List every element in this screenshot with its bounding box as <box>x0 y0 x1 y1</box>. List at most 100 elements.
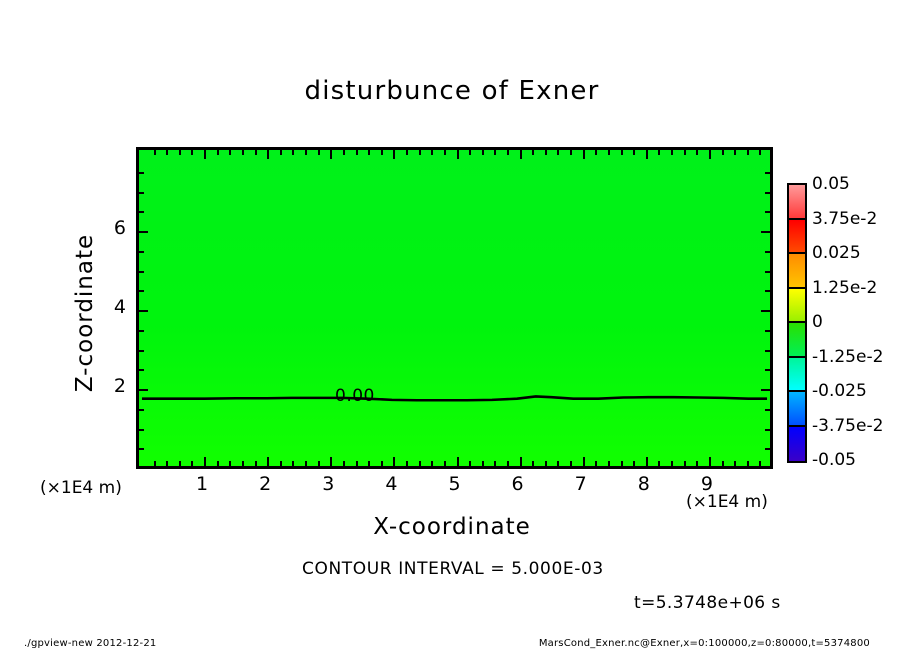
x-tick <box>380 461 383 466</box>
x-tick-top <box>759 150 762 155</box>
x-tick <box>443 461 446 466</box>
colorbar-tick-label: -0.025 <box>812 381 867 401</box>
x-tick <box>544 461 547 466</box>
x-tick <box>683 461 686 466</box>
y-tick <box>139 329 144 332</box>
x-tick-top <box>582 150 585 159</box>
x-tick-top <box>229 150 232 155</box>
colorbar-tick-label: 1.25e-2 <box>812 277 878 298</box>
x-tick <box>746 461 749 466</box>
x-units-label: (×1E4 m) <box>686 492 768 512</box>
y-tick <box>139 211 144 214</box>
y-axis-title: Z-coordinate <box>72 233 98 393</box>
x-tick-top <box>633 150 636 155</box>
x-tick <box>532 461 535 466</box>
x-tick-top <box>216 150 219 155</box>
colorbar-tick-label: 0 <box>812 312 823 332</box>
x-tick <box>178 461 181 466</box>
colorbar-band <box>789 219 805 254</box>
x-tick-top <box>456 150 459 159</box>
y-tick-right <box>761 389 770 391</box>
x-tick-top <box>506 150 509 155</box>
x-tick-top <box>330 150 333 159</box>
x-tick-label: 9 <box>700 473 713 495</box>
y-tick-right <box>765 211 770 214</box>
x-tick <box>418 461 421 466</box>
x-tick-top <box>380 150 383 155</box>
x-tick <box>469 461 472 466</box>
x-tick-top <box>393 150 396 159</box>
x-tick-label: 7 <box>574 473 587 495</box>
x-tick-top <box>178 150 181 155</box>
contour-label: 0.00 <box>335 386 375 406</box>
colorbar-tick-label: -1.25e-2 <box>812 346 884 367</box>
y-tick-right <box>765 191 770 194</box>
x-tick-top <box>595 150 598 155</box>
x-tick <box>645 457 648 466</box>
y-tick <box>139 310 148 312</box>
x-tick-top <box>721 150 724 155</box>
x-tick-top <box>431 150 434 155</box>
x-tick <box>406 461 409 466</box>
x-tick-top <box>443 150 446 155</box>
colorbar-band <box>789 323 805 358</box>
y-tick-right <box>765 349 770 352</box>
x-tick-top <box>519 150 522 159</box>
x-tick <box>658 461 661 466</box>
x-tick <box>241 461 244 466</box>
x-tick-top <box>418 150 421 155</box>
colorbar-tick-label: -0.05 <box>812 450 856 470</box>
x-tick-top <box>342 150 345 155</box>
y-tick-right <box>765 408 770 411</box>
x-tick <box>759 461 762 466</box>
x-tick-label: 3 <box>322 473 335 495</box>
contour-line-0 <box>141 395 768 402</box>
colorbar-band <box>789 288 805 323</box>
x-tick <box>305 461 308 466</box>
y-tick <box>139 448 144 451</box>
x-tick-top <box>645 150 648 159</box>
x-tick-top <box>570 150 573 155</box>
x-tick-top <box>532 150 535 155</box>
x-tick-top <box>406 150 409 155</box>
x-tick-top <box>708 150 711 159</box>
x-tick-top <box>191 150 194 155</box>
x-tick-label: 5 <box>448 473 461 495</box>
x-tick-label: 4 <box>385 473 398 495</box>
x-tick <box>393 457 396 466</box>
x-tick <box>191 461 194 466</box>
field-fill <box>139 150 770 466</box>
y-tick-right <box>765 270 770 273</box>
y-tick-right <box>765 369 770 372</box>
colorbar-band <box>789 357 805 392</box>
x-tick-top <box>658 150 661 155</box>
footer-source: MarsCond_Exner.nc@Exner,x=0:100000,z=0:8… <box>538 638 870 649</box>
x-tick <box>166 461 169 466</box>
x-tick-top <box>469 150 472 155</box>
x-tick <box>204 457 207 466</box>
x-tick-top <box>368 150 371 155</box>
x-tick <box>342 461 345 466</box>
x-tick-top <box>620 150 623 155</box>
y-tick-right <box>765 329 770 332</box>
y-tick <box>139 250 144 253</box>
x-tick-top <box>544 150 547 155</box>
y-tick <box>139 270 144 273</box>
y-tick-right <box>765 290 770 293</box>
footer-command: ./gpview-new 2012-12-21 <box>24 638 157 649</box>
x-tick <box>494 461 497 466</box>
y-tick <box>139 408 144 411</box>
y-tick <box>139 171 144 174</box>
y-tick-label: 2 <box>113 375 126 397</box>
y-tick <box>139 290 144 293</box>
x-axis-title: X-coordinate <box>373 514 531 540</box>
x-tick-top <box>494 150 497 155</box>
x-tick-top <box>557 150 560 155</box>
x-tick <box>431 461 434 466</box>
x-tick <box>456 457 459 466</box>
x-tick <box>633 461 636 466</box>
y-tick-right <box>761 310 770 312</box>
x-tick-top <box>317 150 320 155</box>
y-tick <box>139 191 144 194</box>
x-tick <box>292 461 295 466</box>
